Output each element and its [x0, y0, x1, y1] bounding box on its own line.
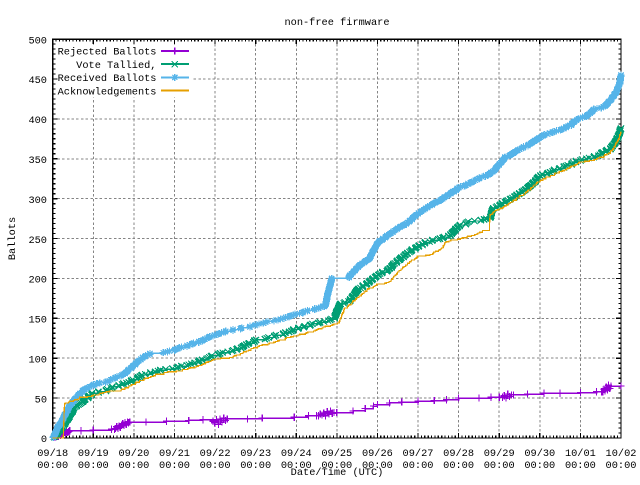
svg-text:50: 50	[35, 394, 47, 406]
svg-text:150: 150	[28, 315, 47, 327]
svg-text:00:00: 00:00	[362, 460, 393, 472]
svg-text:09/19: 09/19	[78, 448, 109, 460]
svg-text:09/30: 09/30	[524, 448, 555, 460]
svg-text:00:00: 00:00	[524, 460, 555, 472]
svg-text:00:00: 00:00	[606, 460, 637, 472]
svg-text:09/23: 09/23	[240, 448, 271, 460]
svg-text:100: 100	[28, 354, 47, 366]
svg-text:200: 200	[28, 275, 47, 287]
svg-text:10/02: 10/02	[606, 448, 637, 460]
svg-text:Date/Time (UTC): Date/Time (UTC)	[291, 467, 384, 479]
svg-text:09/22: 09/22	[200, 448, 231, 460]
svg-text:450: 450	[28, 75, 47, 87]
svg-text:09/20: 09/20	[118, 448, 149, 460]
svg-text:300: 300	[28, 195, 47, 207]
svg-text:00:00: 00:00	[78, 460, 109, 472]
svg-text:Rejected Ballots: Rejected Ballots	[58, 47, 157, 59]
svg-text:Received Ballots: Received Ballots	[58, 73, 157, 85]
svg-text:500: 500	[28, 35, 47, 47]
svg-text:09/18: 09/18	[37, 448, 68, 460]
svg-text:10/01: 10/01	[565, 448, 596, 460]
svg-text:00:00: 00:00	[565, 460, 596, 472]
svg-text:00:00: 00:00	[484, 460, 515, 472]
svg-text:09/27: 09/27	[403, 448, 434, 460]
svg-text:09/25: 09/25	[321, 448, 352, 460]
svg-text:00:00: 00:00	[321, 460, 352, 472]
svg-text:400: 400	[28, 115, 47, 127]
svg-text:250: 250	[28, 235, 47, 247]
svg-text:00:00: 00:00	[240, 460, 271, 472]
svg-text:00:00: 00:00	[281, 460, 312, 472]
svg-text:00:00: 00:00	[118, 460, 149, 472]
svg-text:09/24: 09/24	[281, 448, 312, 460]
svg-text:Vote Tallied,: Vote Tallied,	[76, 60, 156, 72]
svg-text:00:00: 00:00	[403, 460, 434, 472]
svg-text:non-free firmware: non-free firmware	[284, 17, 389, 29]
svg-text:09/26: 09/26	[362, 448, 393, 460]
svg-text:09/28: 09/28	[443, 448, 474, 460]
svg-text:00:00: 00:00	[200, 460, 231, 472]
svg-text:Acknowledgements: Acknowledgements	[58, 86, 157, 98]
svg-text:Ballots: Ballots	[7, 217, 19, 260]
svg-text:09/29: 09/29	[484, 448, 515, 460]
svg-text:00:00: 00:00	[443, 460, 474, 472]
svg-text:09/21: 09/21	[159, 448, 190, 460]
svg-text:00:00: 00:00	[37, 460, 68, 472]
svg-text:350: 350	[28, 155, 47, 167]
svg-text:0: 0	[41, 434, 47, 446]
svg-text:00:00: 00:00	[159, 460, 190, 472]
